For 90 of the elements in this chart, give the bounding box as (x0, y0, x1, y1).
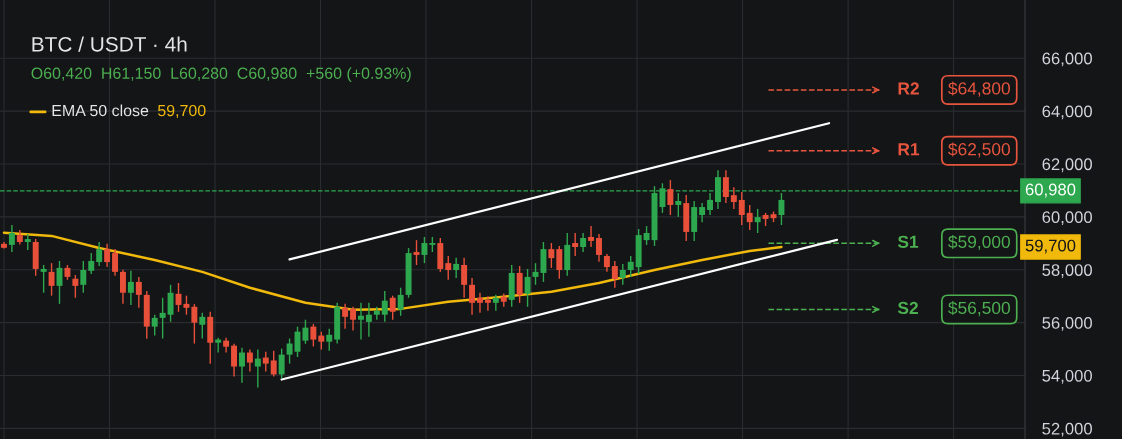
candlestick (619, 263, 626, 286)
candlestick (191, 303, 198, 345)
candlestick (754, 208, 761, 234)
annotation: 59,700 (157, 104, 206, 119)
text: 59,700 (1025, 239, 1076, 254)
candlestick (738, 191, 745, 226)
candlestick (730, 186, 737, 210)
candlestick (96, 241, 103, 267)
candlestick (707, 192, 714, 216)
candlestick (342, 303, 349, 330)
candlestick (119, 269, 126, 305)
y-tick-label: 60,000 (1042, 211, 1092, 226)
candlestick (540, 241, 547, 283)
candlestick (151, 314, 158, 337)
candlestick (627, 255, 634, 278)
candlestick (516, 265, 523, 304)
candlestick (389, 294, 396, 321)
candlestick (215, 337, 222, 354)
y-tick-label: 56,000 (1042, 317, 1092, 331)
candlestick (88, 252, 95, 275)
candlestick (8, 224, 15, 253)
candlestick (231, 343, 238, 378)
candlestick (127, 270, 134, 306)
annotation: $64,800 (948, 81, 1010, 97)
candlestick (572, 232, 579, 257)
ref-line-label: 60,980 (1025, 183, 1076, 198)
candlestick (159, 297, 166, 340)
candlestick (246, 348, 253, 373)
candlestick (397, 287, 404, 317)
candlestick (722, 169, 729, 204)
y-tick-label: 62,000 (1042, 158, 1092, 173)
ref-line-label: S2 (897, 301, 918, 315)
candlestick (365, 302, 372, 338)
candlestick (477, 292, 483, 314)
candlestick (381, 290, 388, 323)
candlestick (373, 306, 380, 321)
candlestick (548, 242, 555, 269)
candlestick (278, 347, 285, 379)
candlestick (421, 236, 428, 264)
candlestick (183, 294, 190, 316)
candlestick (350, 306, 357, 332)
annotation: $59,000 (948, 234, 1010, 251)
ref-line-label: R2 (898, 82, 919, 95)
candlestick (40, 264, 47, 294)
candlestick (112, 248, 119, 277)
candlestick (667, 179, 674, 216)
candlestick (262, 351, 269, 373)
candlestick (238, 347, 245, 384)
ref-line-label: S1 (897, 235, 919, 248)
candlestick (596, 233, 602, 263)
y-tick-label: 66,000 (1042, 52, 1092, 67)
candlestick (556, 245, 563, 280)
candlestick (167, 284, 174, 323)
candlestick (643, 225, 650, 246)
candlestick (484, 295, 491, 312)
candlestick (588, 225, 595, 248)
candlestick (72, 274, 79, 299)
candlestick (611, 260, 618, 289)
candlestick (469, 277, 476, 316)
candlestick (580, 232, 587, 253)
y-tick-label: 64,000 (1042, 105, 1092, 120)
candlestick (48, 262, 55, 297)
candlestick (699, 202, 706, 223)
candlestick (524, 268, 531, 308)
candlestick (461, 257, 468, 299)
candlestick (80, 260, 87, 294)
text: BTC / USDT · 4h (32, 36, 187, 52)
annotation: $62,500 (948, 142, 1010, 158)
candlestick (302, 319, 309, 345)
candlestick (326, 328, 333, 352)
candlestick (135, 276, 142, 309)
y-tick-label: 54,000 (1042, 369, 1092, 384)
y-tick-label: 52,000 (1042, 422, 1092, 437)
candlestick (358, 302, 364, 341)
candlestick (104, 243, 111, 268)
ref-line-label: R1 (898, 143, 920, 156)
candlestick (445, 255, 452, 281)
candlestick (199, 312, 206, 340)
candlestick (254, 348, 261, 389)
legend-label: EMA 50 close (52, 104, 149, 117)
candlestick (746, 204, 753, 231)
candlestick (453, 257, 460, 279)
candlestick (310, 323, 317, 348)
annotation: $56,500 (948, 301, 1010, 317)
text: O60,420 H61,150 L60,280 C60,980 +560 (+0.93%) (31, 67, 411, 83)
candlestick (492, 294, 499, 312)
candlestick (286, 337, 293, 365)
y-tick-label: 58,000 (1042, 264, 1092, 278)
candlestick (270, 349, 277, 378)
candlestick (778, 192, 785, 226)
